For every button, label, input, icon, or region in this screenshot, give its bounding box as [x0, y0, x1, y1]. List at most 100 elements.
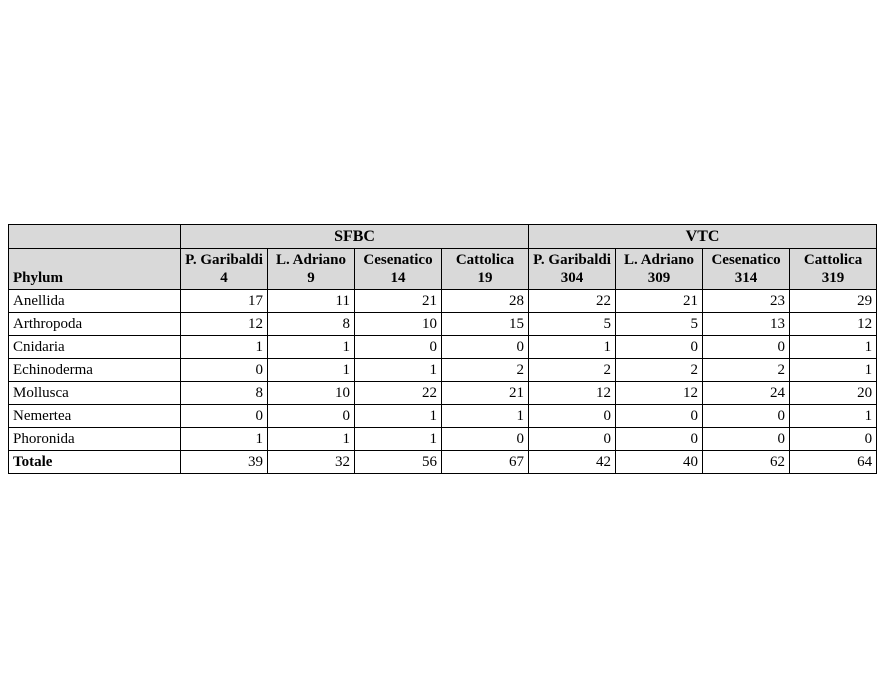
total-cell: 42: [529, 451, 616, 474]
cell: 1: [181, 428, 268, 451]
cell: 0: [616, 336, 703, 359]
cell: 1: [442, 405, 529, 428]
total-row: Totale 39 32 56 67 42 40 62 64: [9, 451, 877, 474]
col-header-6: Cesenatico 314: [703, 249, 790, 290]
col-header-1-line2: 9: [272, 269, 350, 287]
table-row: Mollusca 8 10 22 21 12 12 24 20: [9, 382, 877, 405]
cell: 1: [790, 359, 877, 382]
phylum-name: Cnidaria: [9, 336, 181, 359]
group-header-sfbc: SFBC: [181, 225, 529, 249]
cell: 12: [181, 313, 268, 336]
total-cell: 32: [268, 451, 355, 474]
cell: 12: [616, 382, 703, 405]
cell: 0: [355, 336, 442, 359]
col-header-5-line1: L. Adriano: [620, 251, 698, 269]
cell: 1: [790, 336, 877, 359]
cell: 0: [703, 428, 790, 451]
col-header-6-line2: 314: [707, 269, 785, 287]
phylum-name: Echinoderma: [9, 359, 181, 382]
cell: 1: [268, 428, 355, 451]
cell: 1: [790, 405, 877, 428]
cell: 17: [181, 290, 268, 313]
total-cell: 64: [790, 451, 877, 474]
cell: 0: [442, 428, 529, 451]
cell: 0: [703, 336, 790, 359]
cell: 0: [790, 428, 877, 451]
table-row: Phoronida 1 1 1 0 0 0 0 0: [9, 428, 877, 451]
cell: 20: [790, 382, 877, 405]
cell: 8: [268, 313, 355, 336]
total-cell: 67: [442, 451, 529, 474]
phylum-name: Phoronida: [9, 428, 181, 451]
total-cell: 56: [355, 451, 442, 474]
cell: 1: [355, 405, 442, 428]
cell: 1: [181, 336, 268, 359]
table-head: SFBC VTC Phylum P. Garibaldi 4 L. Adrian…: [9, 225, 877, 290]
cell: 0: [181, 405, 268, 428]
col-header-5: L. Adriano 309: [616, 249, 703, 290]
total-cell: 39: [181, 451, 268, 474]
cell: 1: [268, 336, 355, 359]
table-row: Anellida 17 11 21 28 22 21 23 29: [9, 290, 877, 313]
cell: 12: [790, 313, 877, 336]
col-header-6-line1: Cesenatico: [707, 251, 785, 269]
phylum-name: Mollusca: [9, 382, 181, 405]
cell: 22: [529, 290, 616, 313]
table-row: Cnidaria 1 1 0 0 1 0 0 1: [9, 336, 877, 359]
cell: 24: [703, 382, 790, 405]
cell: 2: [442, 359, 529, 382]
table-row: Nemertea 0 0 1 1 0 0 0 1: [9, 405, 877, 428]
cell: 21: [355, 290, 442, 313]
cell: 0: [268, 405, 355, 428]
col-header-1-line1: L. Adriano: [272, 251, 350, 269]
cell: 10: [268, 382, 355, 405]
cell: 10: [355, 313, 442, 336]
cell: 21: [616, 290, 703, 313]
corner-blank: [9, 225, 181, 249]
cell: 28: [442, 290, 529, 313]
cell: 5: [529, 313, 616, 336]
col-header-4-line2: 304: [533, 269, 611, 287]
col-header-5-line2: 309: [620, 269, 698, 287]
phylum-table: SFBC VTC Phylum P. Garibaldi 4 L. Adrian…: [8, 224, 877, 474]
cell: 12: [529, 382, 616, 405]
col-header-2-line2: 14: [359, 269, 437, 287]
table-row: Arthropoda 12 8 10 15 5 5 13 12: [9, 313, 877, 336]
col-header-7-line1: Cattolica: [794, 251, 872, 269]
phylum-name: Arthropoda: [9, 313, 181, 336]
col-header-3: Cattolica 19: [442, 249, 529, 290]
group-header-vtc: VTC: [529, 225, 877, 249]
cell: 8: [181, 382, 268, 405]
cell: 11: [268, 290, 355, 313]
cell: 2: [703, 359, 790, 382]
cell: 5: [616, 313, 703, 336]
col-header-2-line1: Cesenatico: [359, 251, 437, 269]
col-header-1: L. Adriano 9: [268, 249, 355, 290]
col-header-0-line1: P. Garibaldi: [185, 251, 263, 269]
cell: 29: [790, 290, 877, 313]
cell: 1: [355, 428, 442, 451]
cell: 0: [529, 405, 616, 428]
group-header-row: SFBC VTC: [9, 225, 877, 249]
phylum-table-wrap: SFBC VTC Phylum P. Garibaldi 4 L. Adrian…: [8, 224, 874, 474]
cell: 21: [442, 382, 529, 405]
cell: 1: [529, 336, 616, 359]
cell: 0: [703, 405, 790, 428]
col-header-4-line1: P. Garibaldi: [533, 251, 611, 269]
cell: 2: [529, 359, 616, 382]
cell: 1: [355, 359, 442, 382]
cell: 0: [442, 336, 529, 359]
cell: 23: [703, 290, 790, 313]
column-header-row: Phylum P. Garibaldi 4 L. Adriano 9 Cesen…: [9, 249, 877, 290]
col-header-2: Cesenatico 14: [355, 249, 442, 290]
col-header-7: Cattolica 319: [790, 249, 877, 290]
cell: 22: [355, 382, 442, 405]
col-header-4: P. Garibaldi 304: [529, 249, 616, 290]
cell: 2: [616, 359, 703, 382]
cell: 1: [268, 359, 355, 382]
cell: 0: [616, 428, 703, 451]
cell: 0: [181, 359, 268, 382]
cell: 13: [703, 313, 790, 336]
total-cell: 62: [703, 451, 790, 474]
col-header-0-line2: 4: [185, 269, 263, 287]
